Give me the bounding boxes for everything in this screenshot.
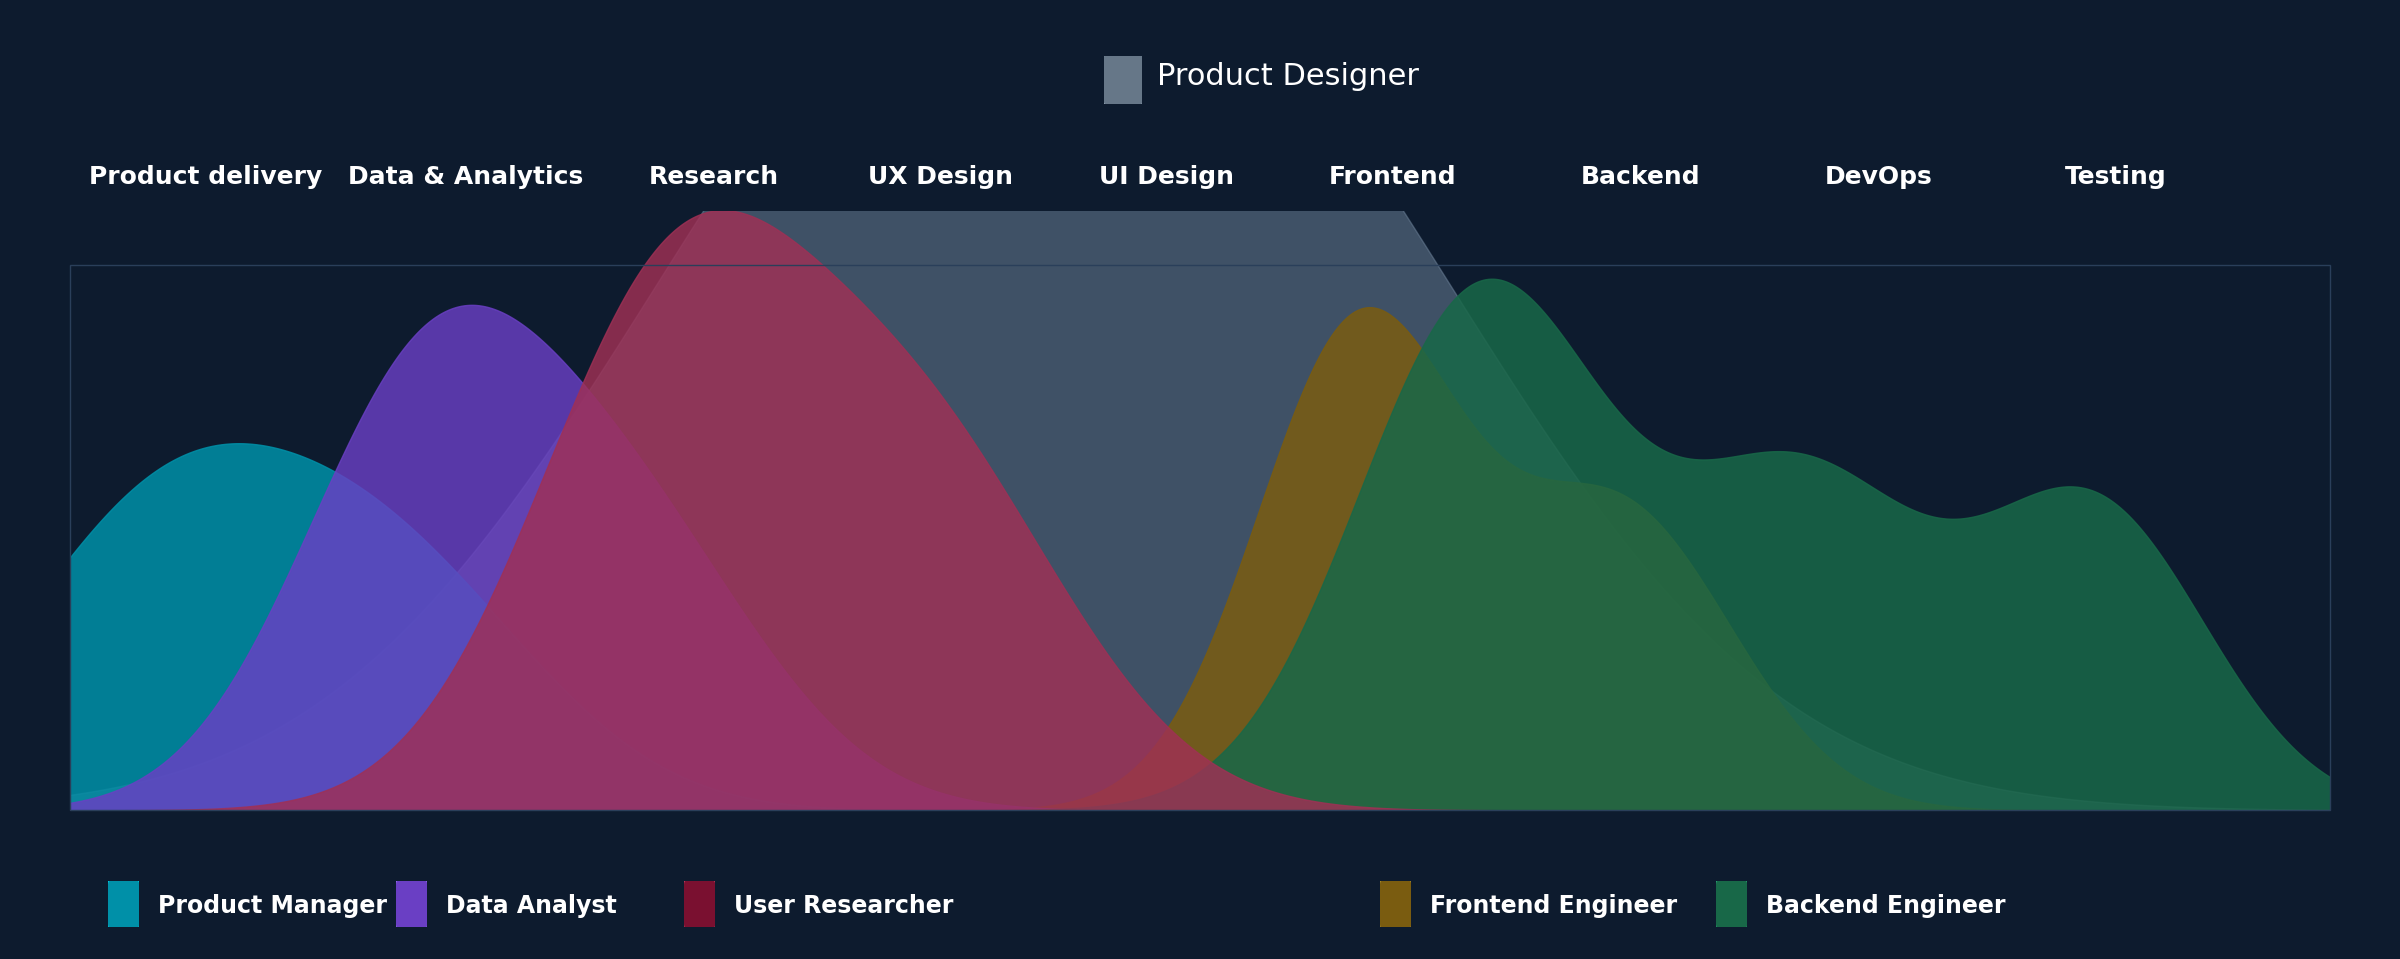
Text: Data & Analytics: Data & Analytics <box>348 165 583 190</box>
FancyBboxPatch shape <box>1714 879 1750 929</box>
Text: Frontend Engineer: Frontend Engineer <box>1430 894 1678 919</box>
Text: User Researcher: User Researcher <box>734 894 953 919</box>
Text: DevOps: DevOps <box>1824 165 1932 190</box>
FancyBboxPatch shape <box>394 879 430 929</box>
Text: Backend Engineer: Backend Engineer <box>1766 894 2006 919</box>
Text: Product Manager: Product Manager <box>158 894 386 919</box>
FancyBboxPatch shape <box>1102 54 1145 105</box>
FancyBboxPatch shape <box>1378 879 1414 929</box>
FancyBboxPatch shape <box>682 879 718 929</box>
FancyBboxPatch shape <box>106 879 142 929</box>
Text: Backend: Backend <box>1582 165 1702 190</box>
Text: Testing: Testing <box>2064 165 2167 190</box>
Text: UI Design: UI Design <box>1099 165 1234 190</box>
Text: Frontend: Frontend <box>1327 165 1457 190</box>
Text: Product delivery: Product delivery <box>89 165 322 190</box>
Text: UX Design: UX Design <box>866 165 1013 190</box>
Text: Product Designer: Product Designer <box>1157 62 1418 91</box>
Text: Research: Research <box>648 165 780 190</box>
Text: Data Analyst: Data Analyst <box>446 894 617 919</box>
